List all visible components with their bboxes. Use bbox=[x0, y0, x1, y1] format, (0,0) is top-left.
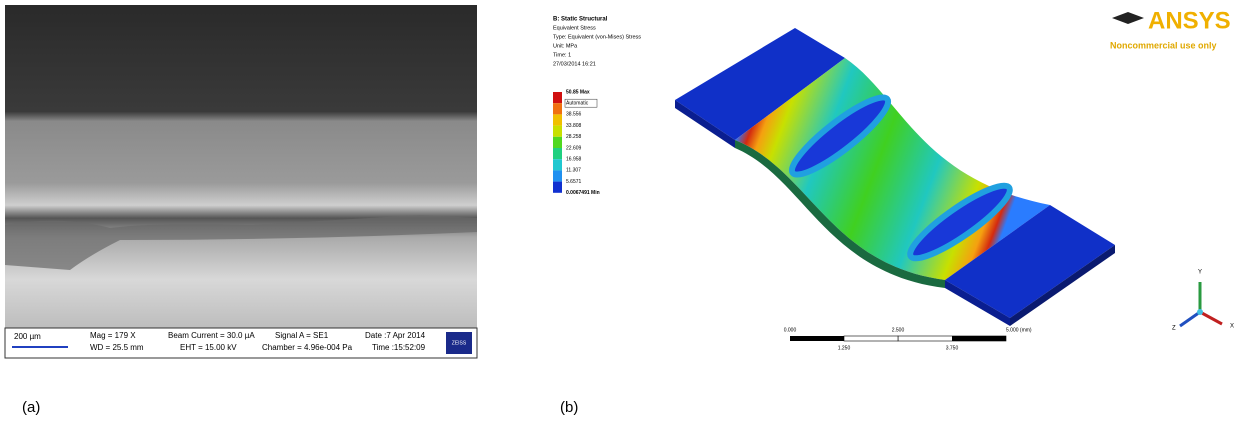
ansys-note: Noncommercial use only bbox=[1110, 40, 1217, 50]
legend-label: 38.556 bbox=[566, 112, 582, 118]
zeiss-logo-text: ZEISS bbox=[452, 340, 467, 346]
scale-label: 1.250 bbox=[838, 345, 851, 351]
header-line: Equivalent Stress bbox=[553, 25, 596, 31]
axis-arrow bbox=[1180, 312, 1200, 326]
legend-swatch bbox=[553, 103, 562, 114]
sem-image bbox=[5, 5, 477, 328]
legend-swatch bbox=[553, 126, 562, 137]
legend-label: 22.609 bbox=[566, 145, 582, 151]
legend-label: 50.85 Max bbox=[566, 89, 590, 95]
legend-label: 28.258 bbox=[566, 134, 582, 140]
scale-bar-segment bbox=[844, 336, 898, 341]
panel-label: (b) bbox=[560, 399, 578, 416]
axis-label: Y bbox=[1198, 270, 1202, 276]
legend-label: Automatic bbox=[566, 101, 589, 107]
legend-swatch bbox=[553, 182, 562, 193]
info-text: Beam Current = 30.0 µA bbox=[168, 331, 255, 340]
legend-swatch bbox=[553, 137, 562, 148]
info-text: EHT = 15.00 kV bbox=[180, 343, 237, 352]
axis-arrow bbox=[1200, 312, 1222, 324]
legend-swatch bbox=[553, 114, 562, 125]
legend-label: 5.6571 bbox=[566, 179, 582, 185]
info-text: Mag = 179 X bbox=[90, 331, 136, 340]
scale-bar-segment bbox=[952, 336, 1006, 341]
info-text: Date :7 Apr 2014 bbox=[365, 331, 426, 340]
legend-label: 0.0067491 Min bbox=[566, 190, 600, 196]
legend-label: 11.307 bbox=[566, 168, 581, 174]
ansys-logo: ANSYS bbox=[1148, 7, 1231, 34]
scale-label: 200 µm bbox=[14, 332, 41, 341]
legend-swatch bbox=[553, 170, 562, 181]
legend-label: 33.808 bbox=[566, 123, 582, 129]
ansys-logo-cap bbox=[1112, 12, 1144, 24]
info-text: Time :15:52:09 bbox=[372, 343, 426, 352]
header-line: Type: Equivalent (von-Mises) Stress bbox=[553, 34, 641, 40]
header-line: Time: 1 bbox=[553, 52, 571, 58]
panel-label: (a) bbox=[22, 399, 40, 416]
panel-b: B: Static Structural Equivalent Stress T… bbox=[553, 7, 1234, 416]
panel-a: 200 µm Mag = 179 X WD = 25.5 mm Beam Cur… bbox=[5, 5, 477, 416]
legend-label: 16.958 bbox=[566, 157, 582, 163]
legend-swatch bbox=[553, 159, 562, 170]
legend-swatch bbox=[553, 148, 562, 159]
scale-label: 0.000 bbox=[784, 327, 797, 333]
scale-label: 5.000 (mm) bbox=[1006, 327, 1032, 333]
scale-label: 3.750 bbox=[946, 345, 959, 351]
scale-label: 2.500 bbox=[892, 327, 905, 333]
info-text: Chamber = 4.96e-004 Pa bbox=[262, 343, 353, 352]
info-text: WD = 25.5 mm bbox=[90, 343, 144, 352]
axis-label: X bbox=[1230, 324, 1234, 330]
axis-label: Z bbox=[1172, 326, 1176, 332]
header-title: B: Static Structural bbox=[553, 17, 608, 23]
header-line: Unit: MPa bbox=[553, 43, 578, 49]
figure: 200 µm Mag = 179 X WD = 25.5 mm Beam Cur… bbox=[0, 0, 1241, 421]
info-text: Signal A = SE1 bbox=[275, 331, 329, 340]
axis-origin bbox=[1197, 309, 1203, 315]
legend-swatch bbox=[553, 92, 562, 103]
header-line: 27/03/2014 16:21 bbox=[553, 61, 596, 67]
